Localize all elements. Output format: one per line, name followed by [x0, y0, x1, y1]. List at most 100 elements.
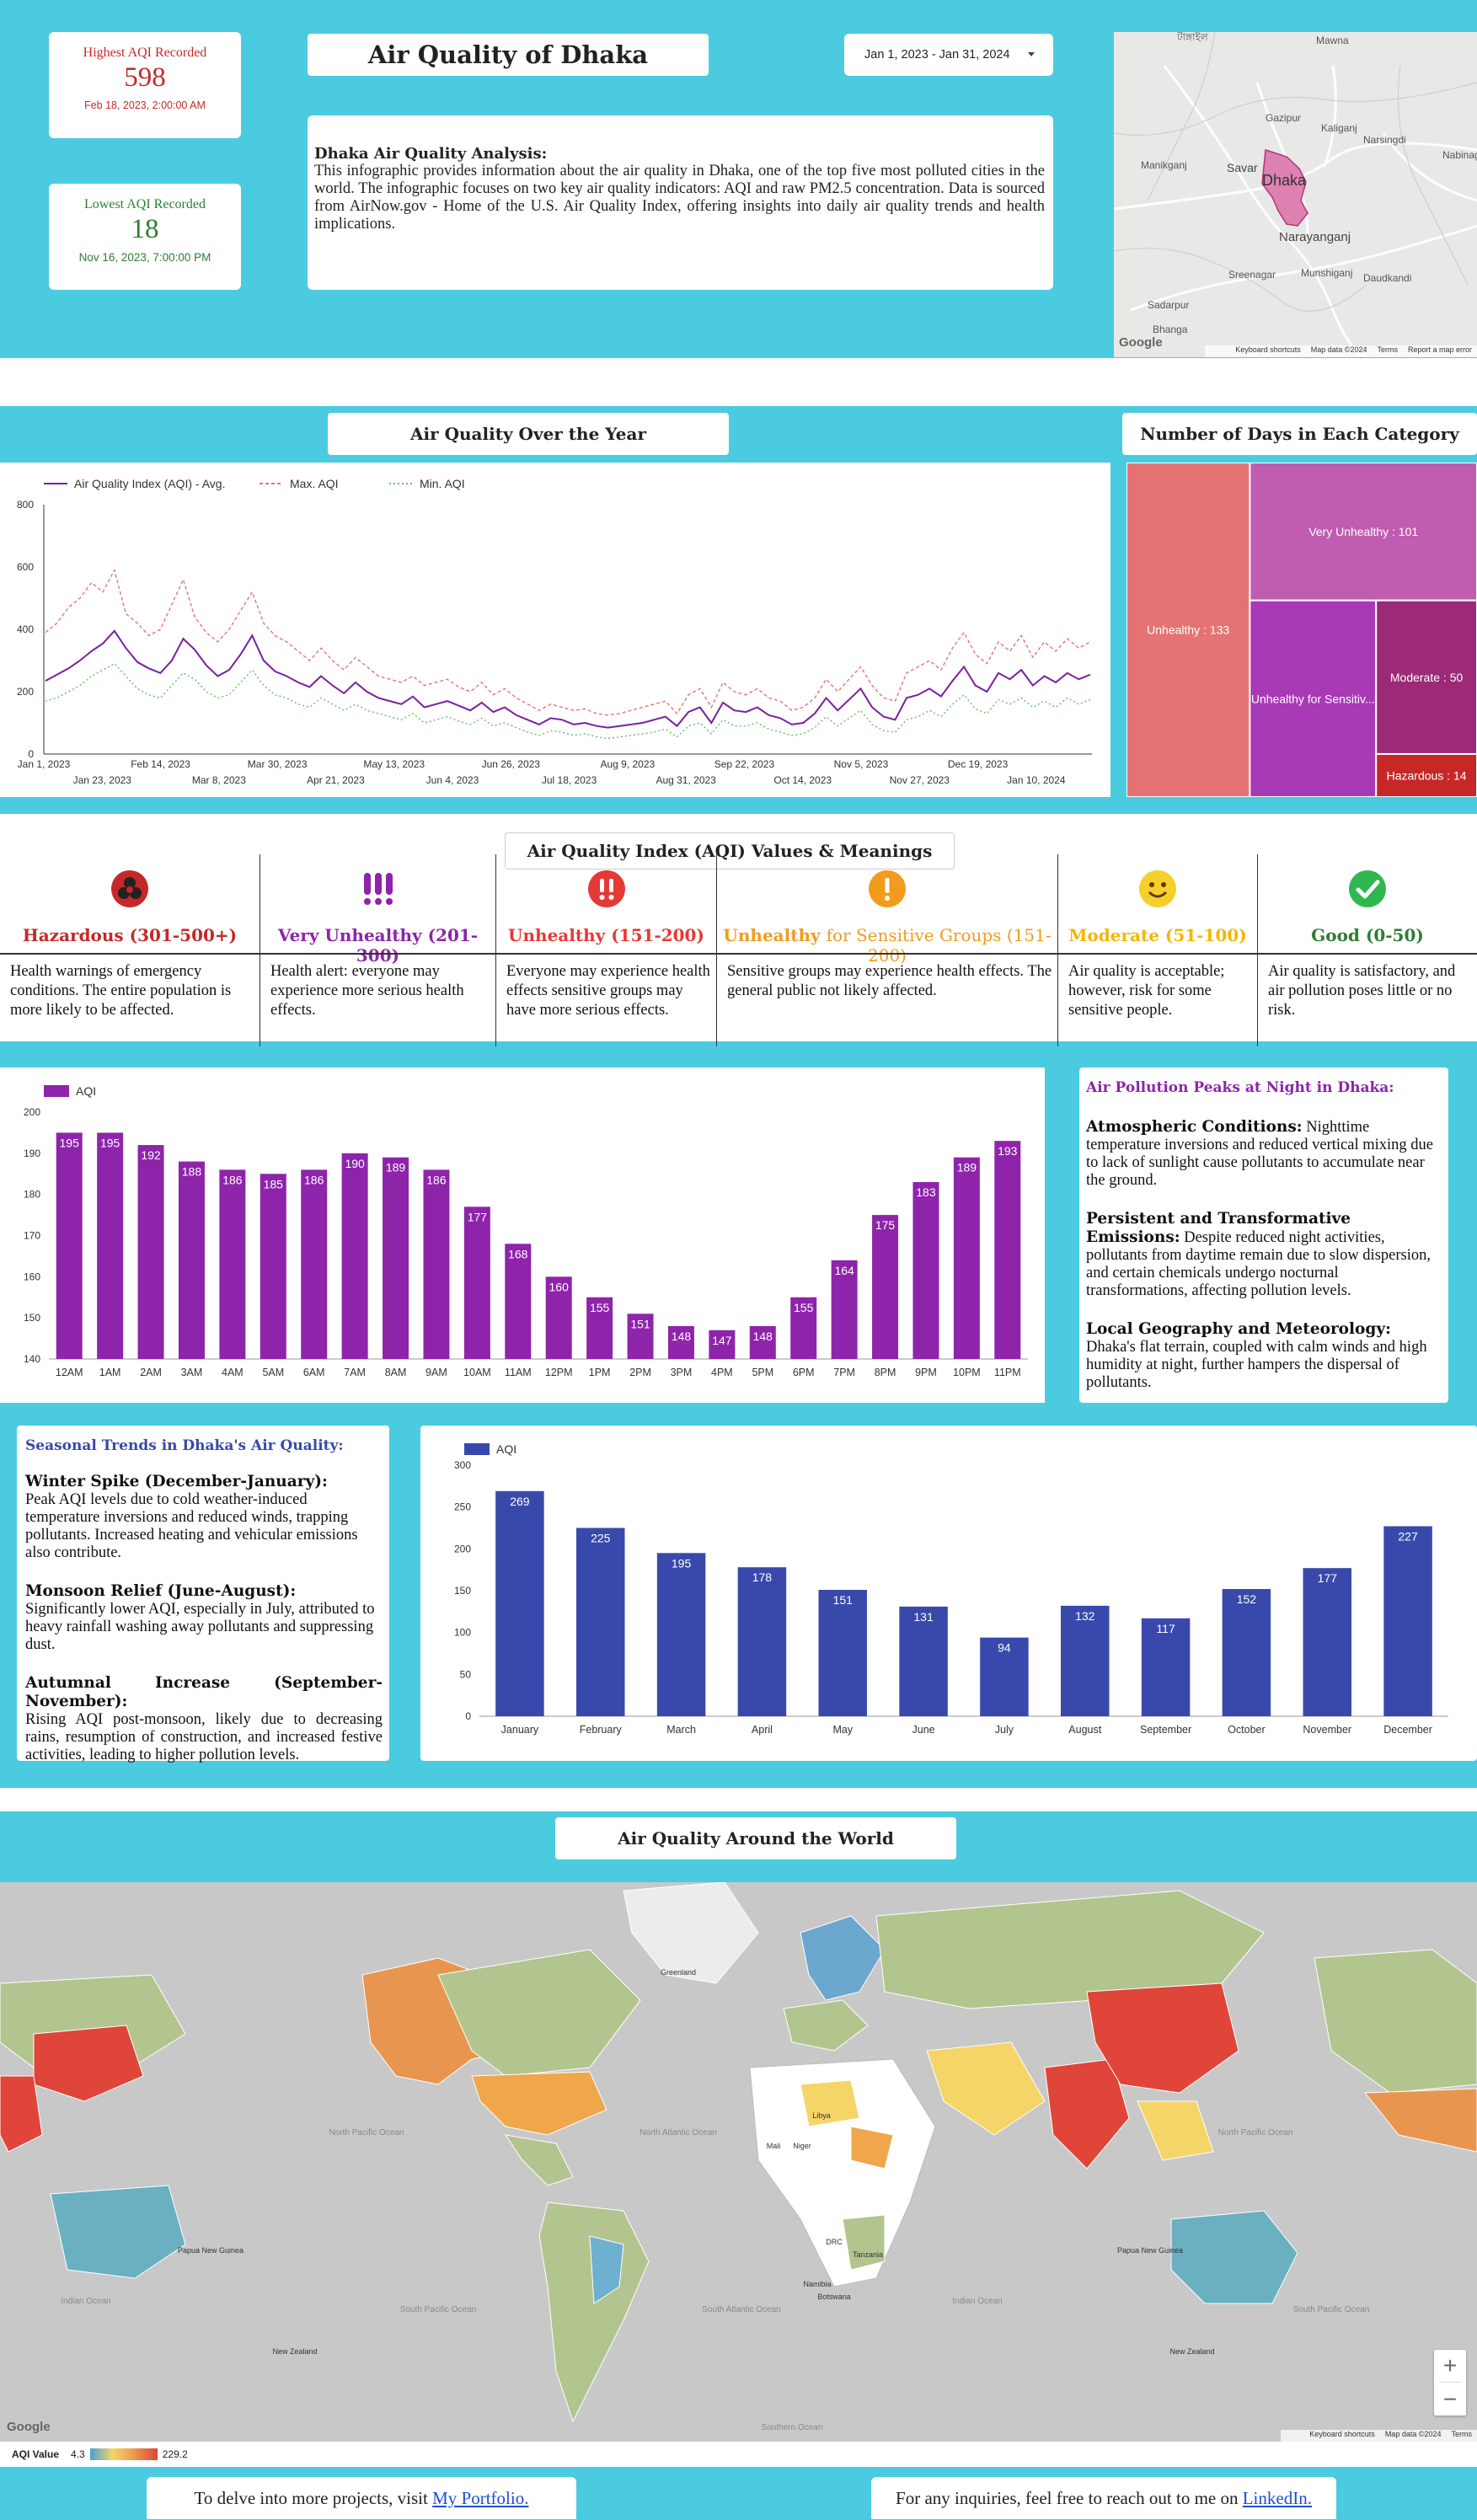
map-label-dhaka: Dhaka — [1262, 172, 1307, 189]
y-tick-2: 100 — [454, 1627, 471, 1639]
world-map[interactable]: North Pacific Ocean North Atlantic Ocean… — [0, 1882, 1477, 2442]
world-keyboard-shortcuts[interactable]: Keyboard shortcuts — [1309, 2430, 1375, 2438]
y-tick-6: 300 — [454, 1459, 471, 1471]
bar-4PM — [709, 1330, 736, 1359]
lowest-aqi-value: 18 — [131, 214, 159, 244]
aqi-heading-main: Unhealthy — [723, 925, 827, 945]
y-tick-4: 800 — [17, 499, 34, 511]
x-tick-top-4: Jun 26, 2023 — [482, 758, 541, 770]
zoom-in-button[interactable]: + — [1442, 2352, 1458, 2378]
aqi-heading-4: Unhealthy for Sensitive Groups (151-200) — [717, 925, 1057, 966]
world-legend-label: AQI Value — [12, 2448, 60, 2460]
zoom-out-button[interactable]: − — [1442, 2386, 1458, 2412]
date-range-selector[interactable]: Jan 1, 2023 - Jan 31, 2024 — [844, 34, 1053, 76]
aqi-description-4: Sensitive groups may experience health e… — [727, 963, 1052, 999]
x-tick-top-6: Sep 22, 2023 — [714, 758, 775, 770]
y-tick-1: 200 — [17, 686, 34, 698]
monthly-chart-panel: AQI 0 50 100 150 200 250 300 269 January 225 Februa… — [420, 1426, 1477, 1761]
data-label-8AM: 189 — [386, 1161, 406, 1174]
x-tick-February: February — [580, 1724, 623, 1736]
bar-February — [576, 1528, 625, 1716]
dhaka-map[interactable]: টাঙ্গাইল Mawna Gazipur Kaliganj Narsingd… — [1114, 32, 1477, 357]
country-label-niger: Niger — [793, 2142, 811, 2150]
country-label-botswana: Botswana — [817, 2293, 851, 2301]
aqi-column-5: Moderate (51-100) Air quality is acceptab… — [1057, 854, 1257, 1046]
portfolio-link[interactable]: My Portfolio. — [432, 2487, 529, 2508]
data-label-12PM: 160 — [549, 1280, 570, 1293]
aqi-column-2: Very Unhealthy (201-300) Health alert: ev… — [260, 854, 495, 1046]
aqi-description-1: Health warnings of emergency conditions.… — [10, 963, 232, 1019]
terms-link[interactable]: Terms — [1377, 345, 1398, 354]
highest-aqi-card: Highest AQI Recorded 598 Feb 18, 2023, 2… — [49, 32, 241, 138]
chevron-down-icon — [1028, 52, 1035, 56]
aqi-heading-main: Moderate (51-100) — [1068, 925, 1247, 945]
x-tick-bottom-6: Oct 14, 2023 — [773, 774, 832, 786]
data-label-10AM: 177 — [468, 1210, 488, 1223]
footer-portfolio: To delve into more projects, visit My Po… — [147, 2477, 576, 2519]
bar-8PM — [872, 1215, 899, 1359]
aqi-heading-5: Moderate (51-100) — [1058, 925, 1257, 945]
treemap-chart: Unhealthy : 133 Very Unhealthy : 101 Unhea… — [1126, 462, 1477, 799]
x-tick-12AM: 12AM — [56, 1367, 83, 1378]
data-label-8PM: 175 — [875, 1218, 896, 1232]
bar-3PM — [667, 1325, 694, 1359]
treemap-label-4: Moderate : 50 — [1390, 671, 1464, 684]
world-map-data: Map data ©2024 — [1384, 2430, 1442, 2438]
bar-6PM — [790, 1297, 817, 1359]
y-tick-6: 200 — [24, 1106, 40, 1118]
highest-aqi-date: Feb 18, 2023, 2:00:00 AM — [84, 99, 206, 111]
report-map-error-link[interactable]: Report a map error — [1407, 345, 1472, 354]
triple-exclamation-icon — [260, 869, 495, 908]
data-label-August: 132 — [1075, 1609, 1095, 1623]
x-tick-7PM: 7PM — [833, 1367, 855, 1378]
bar-5AM — [260, 1174, 286, 1359]
ocean-label-5: South Pacific Ocean — [400, 2305, 477, 2314]
season-item-1-heading: Winter Spike (December-January): — [25, 1473, 328, 1490]
country-label-png-left: Papua New Guinea — [178, 2246, 243, 2255]
map-label-kaliganj: Kaliganj — [1321, 122, 1357, 134]
x-tick-11PM: 11PM — [994, 1367, 1021, 1378]
exclamation-icon — [717, 869, 1057, 908]
y-tick-0: 0 — [465, 1710, 471, 1722]
date-range-text: Jan 1, 2023 - Jan 31, 2024 — [864, 48, 1010, 62]
data-label-12AM: 195 — [60, 1136, 80, 1149]
lowest-aqi-label: Lowest AQI Recorded — [84, 197, 206, 211]
data-label-6PM: 155 — [794, 1301, 814, 1314]
x-tick-May: May — [832, 1724, 853, 1736]
line-chart-panel: Air Quality Index (AQI) - Avg. Max. AQI Mi… — [0, 463, 1110, 797]
hourly-bar-chart: AQI 140 150 160 170 180 190 200 195 12AM 195 1AM 192… — [24, 1084, 1028, 1378]
bar-7PM — [831, 1260, 858, 1359]
data-label-1AM: 195 — [100, 1136, 120, 1149]
y-tick-0: 0 — [28, 748, 34, 760]
section-title-aqi-meanings: Air Quality Index (AQI) Values & Meaning… — [505, 832, 955, 869]
ocean-label-4: Indian Ocean — [61, 2297, 111, 2306]
treemap-panel: Unhealthy : 133 Very Unhealthy : 101 Unhea… — [1126, 462, 1477, 799]
data-label-10PM: 189 — [957, 1161, 977, 1174]
x-tick-6PM: 6PM — [793, 1367, 815, 1378]
bar-January — [495, 1490, 544, 1716]
keyboard-shortcuts-link[interactable]: Keyboard shortcuts — [1235, 345, 1301, 354]
season-item-2-heading: Monsoon Relief (June-August): — [25, 1582, 297, 1600]
dhaka-map-footer: Keyboard shortcuts Map data ©2024 Terms … — [1205, 345, 1477, 357]
legend-label: AQI — [76, 1084, 96, 1098]
night-item-1: Atmospheric Conditions: Nighttime temper… — [1086, 1118, 1440, 1190]
data-label-January: 269 — [510, 1495, 530, 1508]
linkedin-link[interactable]: LinkedIn. — [1242, 2487, 1312, 2508]
data-label-3PM: 148 — [672, 1330, 692, 1343]
bar-11AM — [505, 1244, 532, 1359]
aqi-heading-main: Hazardous (301-500+) — [22, 925, 238, 945]
bar-10AM — [463, 1206, 490, 1359]
checkmark-icon — [1258, 869, 1477, 908]
x-tick-July: July — [995, 1724, 1014, 1736]
map-label-sadarpur: Sadarpur — [1148, 299, 1189, 311]
night-item-3: Local Geography and Meteorology: Dhaka's… — [1086, 1320, 1440, 1392]
map-label-narayanganj: Narayanganj — [1279, 230, 1351, 244]
x-tick-bottom-1: Mar 8, 2023 — [192, 774, 246, 786]
world-terms[interactable]: Terms — [1451, 2430, 1473, 2438]
world-legend-max: 229.2 — [162, 2448, 188, 2460]
treemap-label-5: Hazardous : 14 — [1387, 768, 1467, 782]
season-item-2: Monsoon Relief (June-August): Significant… — [25, 1582, 383, 1654]
x-tick-2AM: 2AM — [140, 1367, 162, 1378]
x-tick-bottom-5: Aug 31, 2023 — [656, 774, 716, 786]
night-item-2-heading: Persistent and Transformative Emissions: — [1086, 1210, 1351, 1246]
